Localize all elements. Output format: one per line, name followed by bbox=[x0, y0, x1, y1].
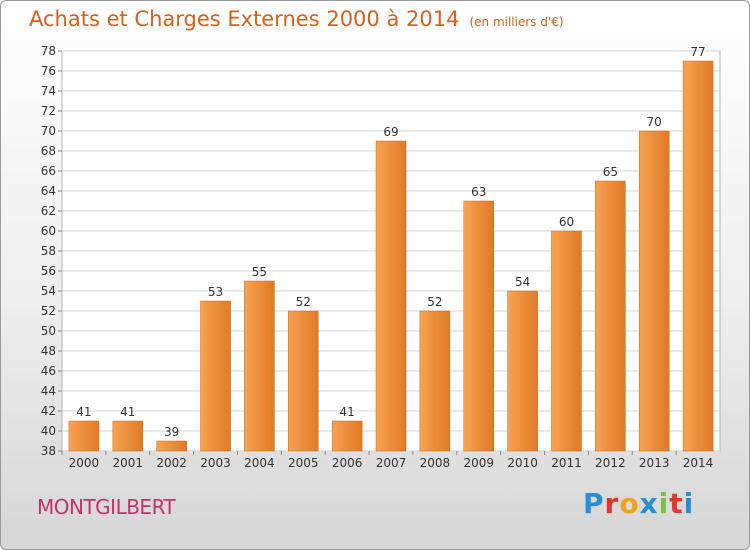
city-name: MONTGILBERT bbox=[37, 495, 176, 519]
bar bbox=[638, 130, 670, 452]
y-tick-label: 56 bbox=[41, 264, 56, 278]
logo-letter: t bbox=[669, 487, 684, 520]
y-tick-label: 62 bbox=[41, 204, 56, 218]
data-label: 52 bbox=[427, 295, 442, 309]
x-tick-label: 2012 bbox=[595, 456, 626, 470]
data-label: 41 bbox=[120, 405, 135, 419]
y-tick-label: 76 bbox=[41, 64, 56, 78]
y-tick-label: 40 bbox=[41, 424, 56, 438]
y-tick-label: 54 bbox=[41, 284, 56, 298]
y-tick-label: 58 bbox=[41, 244, 56, 258]
y-tick-label: 74 bbox=[41, 84, 56, 98]
x-tick-label: 2007 bbox=[376, 456, 407, 470]
data-label: 69 bbox=[383, 125, 398, 139]
y-tick-label: 66 bbox=[41, 164, 56, 178]
y-tick-label: 72 bbox=[41, 104, 56, 118]
y-tick-label: 38 bbox=[41, 444, 56, 458]
bar bbox=[375, 140, 407, 452]
y-tick-label: 52 bbox=[41, 304, 56, 318]
y-tick-label: 44 bbox=[41, 384, 56, 398]
data-label: 53 bbox=[208, 285, 223, 299]
x-tick-label: 2014 bbox=[683, 456, 714, 470]
bar bbox=[331, 420, 363, 452]
x-tick-label: 2001 bbox=[113, 456, 144, 470]
chart-subtitle: (en milliers d'€) bbox=[469, 15, 564, 29]
bar bbox=[288, 310, 319, 452]
y-axis: 38 40 42 44 46 48 50 52 54 56 58 60 62 64 66 68 70 72 74 76… bbox=[41, 44, 62, 458]
x-tick-label: 2000 bbox=[69, 456, 100, 470]
data-label: 70 bbox=[647, 115, 662, 129]
x-tick-label: 2011 bbox=[551, 456, 582, 470]
y-tick-label: 42 bbox=[41, 404, 56, 418]
bar bbox=[419, 310, 451, 452]
x-tick-label: 2005 bbox=[288, 456, 319, 470]
logo-letter: i bbox=[683, 487, 695, 520]
y-tick-label: 60 bbox=[41, 224, 56, 238]
x-tick-label: 2008 bbox=[420, 456, 451, 470]
logo-letter: P bbox=[583, 487, 605, 520]
x-tick-label: 2003 bbox=[200, 456, 231, 470]
data-label: 39 bbox=[164, 425, 179, 439]
y-tick-label: 78 bbox=[41, 44, 56, 58]
data-label: 54 bbox=[515, 275, 530, 289]
y-tick-label: 50 bbox=[41, 324, 56, 338]
bar bbox=[595, 180, 626, 452]
bar bbox=[463, 200, 494, 452]
x-tick-label: 2010 bbox=[507, 456, 538, 470]
data-label: 77 bbox=[690, 45, 705, 59]
bar bbox=[112, 420, 144, 452]
data-labels: 41 41 39 53 55 52 41 69 52 63 54 60 65 70 77 bbox=[76, 45, 705, 439]
bar bbox=[156, 440, 187, 452]
y-tick-label: 46 bbox=[41, 364, 56, 378]
y-tick-label: 64 bbox=[41, 184, 56, 198]
x-tick-label: 2006 bbox=[332, 456, 363, 470]
x-tick-label: 2002 bbox=[156, 456, 187, 470]
logo-letter: i bbox=[658, 487, 670, 520]
data-label: 52 bbox=[296, 295, 311, 309]
proxiti-logo: Proxiti bbox=[583, 487, 694, 520]
y-tick-label: 48 bbox=[41, 344, 56, 358]
data-label: 55 bbox=[252, 265, 267, 279]
data-label: 41 bbox=[76, 405, 91, 419]
logo-letter: o bbox=[619, 487, 640, 520]
x-tick-label: 2009 bbox=[463, 456, 494, 470]
y-tick-label: 70 bbox=[41, 124, 56, 138]
chart-title-text: Achats et Charges Externes 2000 à 2014 bbox=[29, 7, 460, 31]
y-tick-label: 68 bbox=[41, 144, 56, 158]
x-tick-label: 2004 bbox=[244, 456, 275, 470]
bar bbox=[551, 230, 582, 452]
chart-title: Achats et Charges Externes 2000 à 2014 (e… bbox=[29, 7, 564, 31]
logo-letter: x bbox=[639, 487, 659, 520]
data-label: 60 bbox=[559, 215, 574, 229]
data-label: 63 bbox=[471, 185, 486, 199]
bar bbox=[68, 420, 100, 452]
logo-letter: r bbox=[604, 487, 620, 520]
bar bbox=[682, 60, 714, 452]
x-tick-label: 2013 bbox=[639, 456, 670, 470]
bar bbox=[507, 290, 538, 452]
bar bbox=[244, 280, 275, 452]
x-axis: 2000 2001 2002 2003 2004 2005 2006 2007 2008 2009… bbox=[61, 451, 714, 470]
bars bbox=[68, 60, 714, 452]
data-label: 65 bbox=[603, 165, 618, 179]
bar bbox=[200, 300, 231, 452]
data-label: 41 bbox=[339, 405, 354, 419]
